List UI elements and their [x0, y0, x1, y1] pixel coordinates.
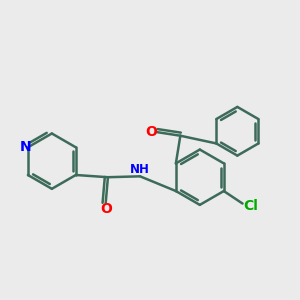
Text: O: O: [146, 125, 157, 139]
Text: N: N: [20, 140, 32, 154]
Text: Cl: Cl: [243, 199, 258, 213]
Text: NH: NH: [130, 163, 150, 176]
Text: O: O: [100, 202, 112, 216]
